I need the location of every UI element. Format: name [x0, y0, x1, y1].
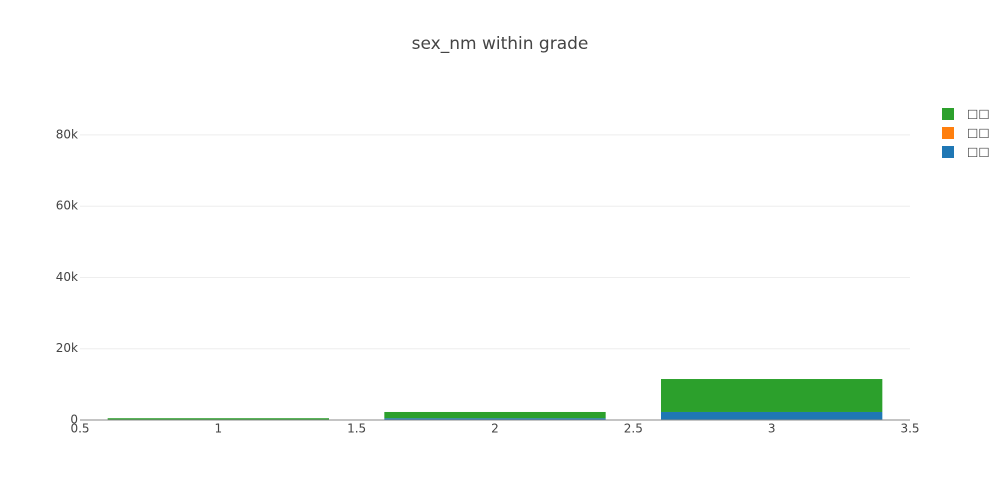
bar [661, 379, 883, 412]
chart-title: sex_nm within grade [412, 34, 589, 54]
y-tick-label: 20k [56, 341, 78, 355]
legend-label: □□ [967, 145, 990, 159]
bar [107, 418, 330, 420]
x-tick-label: 1.5 [347, 422, 366, 436]
y-tick-label: 60k [56, 199, 78, 213]
bar [384, 418, 606, 420]
x-tick-label: 0.5 [70, 422, 89, 436]
x-tick-label: 2.5 [624, 422, 643, 436]
y-tick-label: 0 [70, 413, 78, 427]
legend-label: □□ [967, 107, 990, 121]
legend-label: □□ [967, 126, 990, 140]
x-tick-label: 3 [768, 422, 776, 436]
bar [384, 411, 606, 419]
y-tick-label: 80k [56, 127, 78, 141]
x-tick-label: 1 [215, 422, 223, 436]
y-tick-label: 40k [56, 270, 78, 284]
legend-swatch [942, 146, 954, 158]
bar [661, 411, 883, 420]
x-tick-label: 2 [491, 422, 499, 436]
legend-swatch [942, 127, 954, 139]
x-tick-label: 3.5 [900, 422, 919, 436]
legend-swatch [942, 108, 954, 120]
